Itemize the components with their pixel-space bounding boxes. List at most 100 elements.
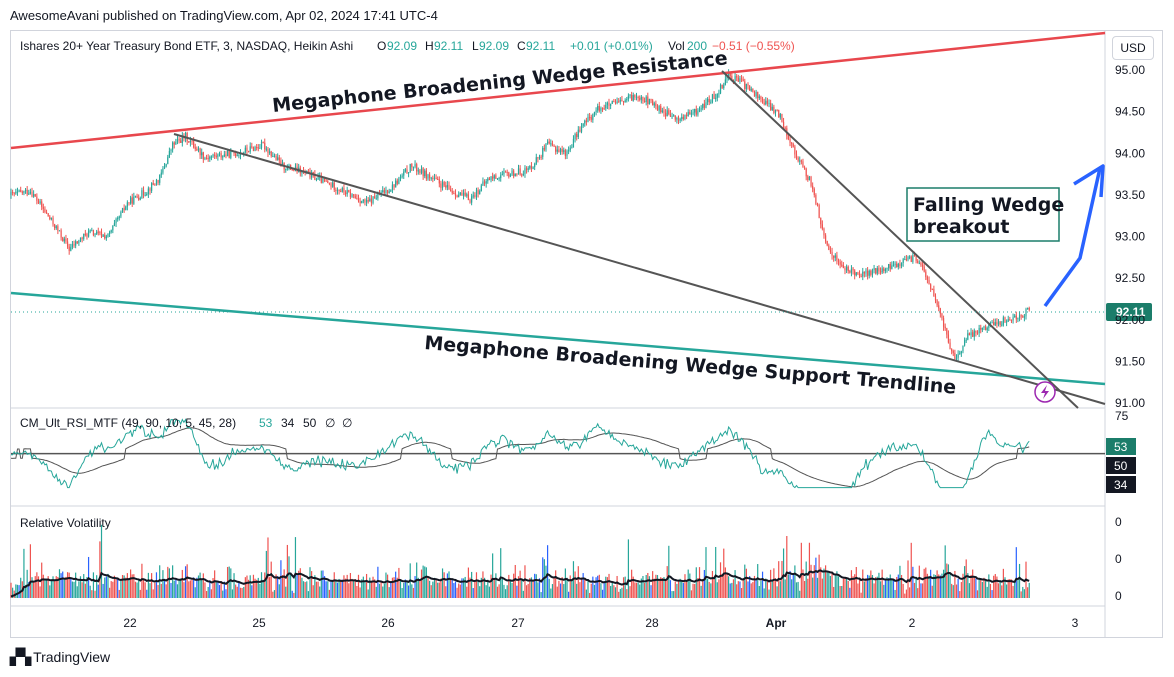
volatility-bar bbox=[648, 576, 651, 598]
candle-body bbox=[661, 110, 663, 113]
candle-body bbox=[247, 150, 250, 152]
candle-body bbox=[697, 110, 699, 115]
volatility-bar bbox=[490, 574, 492, 598]
volatility-bar bbox=[862, 569, 864, 598]
candle-body bbox=[466, 194, 468, 196]
vol-axis-label-3: 0 bbox=[1115, 589, 1122, 603]
volatility-bar bbox=[826, 570, 828, 598]
candle-body bbox=[461, 192, 463, 196]
volatility-bar bbox=[511, 582, 513, 598]
volatility-bar bbox=[831, 571, 833, 598]
candle-body bbox=[332, 182, 334, 187]
price-tick-label: 91.00 bbox=[1115, 396, 1145, 410]
candle-body bbox=[446, 184, 448, 188]
volatility-bar bbox=[559, 583, 562, 598]
volatility-bar bbox=[757, 564, 759, 598]
volatility-bar bbox=[508, 574, 510, 598]
candle-body bbox=[745, 83, 747, 89]
volatility-bar bbox=[535, 574, 537, 598]
candle-body bbox=[650, 98, 652, 101]
volatility-bar bbox=[55, 576, 57, 598]
candle-body bbox=[920, 262, 922, 266]
resistance-trendline[interactable] bbox=[10, 31, 1106, 150]
candle-body bbox=[409, 163, 411, 173]
tradingview-logo[interactable]: ▞▚ TradingView bbox=[10, 648, 110, 666]
candle-body bbox=[816, 203, 819, 206]
rsi-title[interactable]: CM_Ult_RSI_MTF (49, 90, 10, 5, 45, 28) bbox=[20, 416, 236, 430]
candle-body bbox=[517, 168, 520, 175]
resistance-annotation[interactable]: Megaphone Broadening Wedge Resistance bbox=[271, 47, 728, 117]
volatility-bar bbox=[233, 573, 235, 598]
volatility-bar bbox=[724, 567, 726, 598]
volatility-bar bbox=[815, 557, 817, 598]
support-trendline[interactable] bbox=[10, 291, 1106, 386]
volatility-bar bbox=[707, 578, 709, 598]
candle-body bbox=[645, 96, 647, 103]
candle-body bbox=[260, 141, 263, 148]
candle-body bbox=[348, 190, 350, 193]
candle-body bbox=[191, 140, 193, 142]
volatility-bar bbox=[854, 574, 856, 598]
candle-body bbox=[749, 85, 751, 91]
candle-body bbox=[642, 96, 644, 102]
candle-body bbox=[493, 175, 495, 179]
volatility-bar bbox=[732, 579, 735, 598]
candle-body bbox=[459, 192, 461, 195]
volatility-bar bbox=[529, 578, 531, 598]
volatility-bar bbox=[585, 589, 587, 598]
candle-body bbox=[881, 268, 883, 273]
falling-wedge-lower-line[interactable] bbox=[173, 133, 1106, 405]
candle-body bbox=[598, 106, 600, 111]
volatility-bar bbox=[931, 585, 933, 598]
breakout-annotation-box[interactable] bbox=[906, 187, 1060, 242]
candle-body bbox=[579, 129, 581, 132]
volatility-bar bbox=[682, 582, 684, 598]
volatility-bar bbox=[951, 583, 953, 598]
volatility-bar bbox=[267, 537, 269, 598]
volatility-bar bbox=[302, 581, 305, 598]
candle-body bbox=[395, 180, 397, 188]
candle-body bbox=[521, 174, 523, 176]
volatility-bar bbox=[461, 578, 463, 598]
volatility-bar bbox=[399, 581, 402, 598]
volatility-bar bbox=[378, 583, 381, 598]
vol-pane-title[interactable]: Relative Volatility bbox=[20, 516, 111, 530]
candle-body bbox=[81, 237, 83, 239]
falling-wedge-upper-line[interactable] bbox=[721, 70, 1079, 409]
candle-body bbox=[761, 99, 764, 103]
candle-body bbox=[976, 332, 979, 334]
candle-body bbox=[870, 270, 872, 275]
candle-body bbox=[435, 177, 437, 180]
candle-body bbox=[631, 94, 633, 101]
symbol-title[interactable]: Ishares 20+ Year Treasury Bond ETF, 3, N… bbox=[20, 39, 353, 53]
volatility-bar bbox=[429, 580, 431, 598]
volatility-bar bbox=[821, 578, 823, 598]
currency-button[interactable]: USD bbox=[1112, 36, 1154, 60]
volatility-bar bbox=[92, 572, 95, 598]
candle-body bbox=[44, 208, 46, 213]
volatility-bar bbox=[852, 576, 854, 598]
projection-arrow[interactable] bbox=[1043, 167, 1102, 308]
volatility-bar bbox=[105, 576, 107, 598]
candle-body bbox=[652, 100, 654, 106]
volatility-bar bbox=[451, 578, 453, 598]
volatility-bar bbox=[12, 587, 14, 598]
candle-body bbox=[407, 172, 410, 174]
candle-body bbox=[269, 151, 271, 154]
volatility-bar bbox=[36, 572, 38, 598]
volatility-bar bbox=[824, 565, 827, 598]
tradingview-logo-icon: ▞▚ bbox=[10, 649, 31, 666]
volatility-bar bbox=[800, 542, 802, 598]
volatility-bar bbox=[1010, 579, 1013, 598]
candle-body bbox=[632, 95, 634, 101]
volatility-bar bbox=[475, 572, 478, 598]
candle-body bbox=[981, 327, 983, 330]
candle-body bbox=[218, 153, 221, 155]
candle-body bbox=[83, 233, 85, 239]
candle-body bbox=[795, 154, 798, 158]
candle-body bbox=[674, 115, 676, 120]
rsi-tag-34-bg bbox=[1106, 476, 1136, 493]
candle-body bbox=[915, 255, 917, 261]
volatility-bar bbox=[608, 573, 610, 598]
